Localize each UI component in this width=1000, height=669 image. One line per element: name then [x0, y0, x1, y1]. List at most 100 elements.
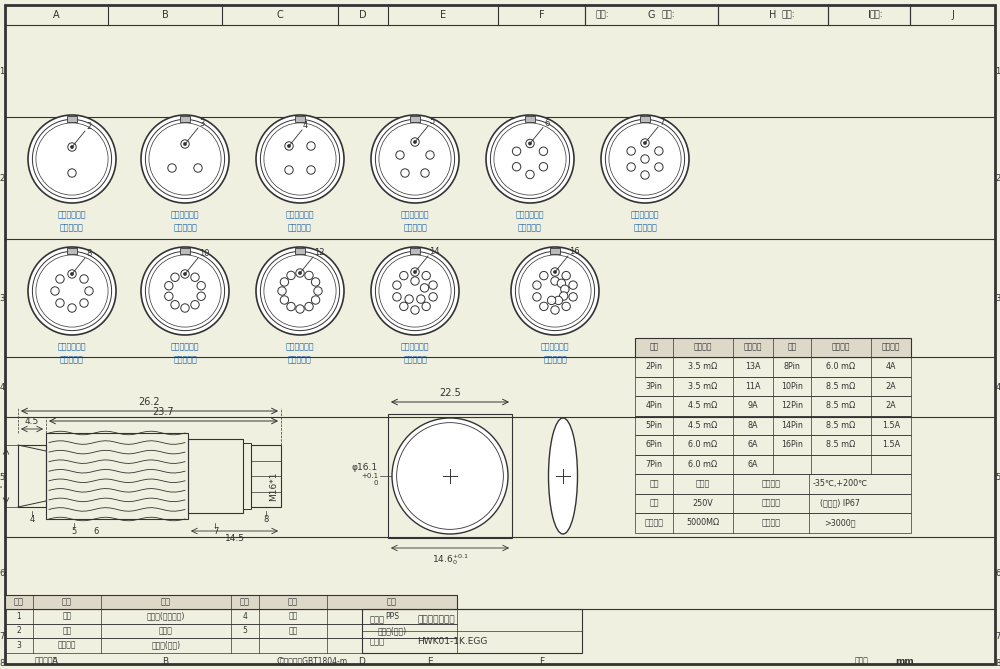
- Circle shape: [539, 147, 548, 155]
- Text: 不锈锂: 不锈锂: [159, 626, 173, 636]
- Circle shape: [197, 292, 205, 300]
- Text: φ19.8: φ19.8: [0, 463, 3, 489]
- Circle shape: [287, 144, 291, 148]
- Circle shape: [539, 163, 548, 171]
- Circle shape: [554, 296, 563, 304]
- Text: 插座: 插座: [62, 611, 72, 621]
- Text: D: D: [359, 656, 365, 666]
- Circle shape: [627, 147, 635, 155]
- Circle shape: [278, 287, 286, 295]
- Text: 4: 4: [29, 515, 35, 524]
- Circle shape: [183, 142, 187, 146]
- Circle shape: [80, 299, 88, 307]
- Text: 名称: 名称: [288, 597, 298, 606]
- Text: 8.5 mΩ: 8.5 mΩ: [826, 401, 856, 410]
- Text: 针孔: 针孔: [288, 626, 298, 636]
- Text: 1: 1: [995, 66, 1000, 76]
- Text: C: C: [277, 10, 283, 20]
- Text: 接触电阴: 接触电阴: [694, 343, 712, 352]
- Bar: [388, 414, 512, 538]
- Text: 7: 7: [995, 632, 1000, 641]
- Circle shape: [562, 272, 570, 280]
- Text: D: D: [359, 10, 367, 20]
- Circle shape: [526, 171, 534, 179]
- Text: 6: 6: [544, 118, 549, 128]
- Bar: [5, 595, 457, 609]
- Circle shape: [68, 142, 76, 151]
- Text: 焊接排序图: 焊接排序图: [173, 223, 197, 232]
- Text: 名称：: 名称：: [370, 615, 385, 624]
- Circle shape: [627, 163, 635, 171]
- Text: 10: 10: [199, 249, 210, 258]
- Text: 焊接排序图: 焊接排序图: [60, 355, 84, 364]
- Circle shape: [311, 296, 320, 304]
- Text: 焊接排序图: 焊接排序图: [403, 355, 427, 364]
- Text: 4Pin: 4Pin: [646, 401, 662, 410]
- Circle shape: [561, 285, 569, 294]
- Circle shape: [396, 151, 404, 159]
- Ellipse shape: [256, 115, 344, 203]
- Bar: [635, 435, 911, 454]
- Text: 14Pin: 14Pin: [781, 421, 803, 429]
- Bar: [67, 116, 77, 122]
- Bar: [640, 116, 650, 122]
- Text: 3: 3: [995, 294, 1000, 302]
- Circle shape: [551, 268, 559, 276]
- Bar: [635, 454, 911, 474]
- Text: 胶芯: 胶芯: [288, 611, 298, 621]
- Text: 6.0 mΩ: 6.0 mΩ: [826, 362, 856, 371]
- Text: 垂片: 垂片: [62, 626, 72, 636]
- Text: 5: 5: [429, 117, 434, 126]
- Bar: [410, 116, 420, 122]
- Text: 14.5: 14.5: [224, 534, 244, 543]
- Bar: [243, 443, 251, 509]
- Bar: [5, 638, 457, 652]
- Bar: [46, 433, 188, 519]
- Text: 7Pin: 7Pin: [646, 460, 662, 469]
- Text: 未正公差：: 未正公差：: [35, 656, 58, 666]
- Text: G: G: [648, 10, 655, 20]
- Circle shape: [70, 145, 74, 149]
- Circle shape: [429, 292, 437, 301]
- Circle shape: [540, 302, 548, 310]
- Text: 插拔次数: 插拔次数: [762, 518, 780, 527]
- Text: 250V: 250V: [693, 499, 713, 508]
- Text: 2: 2: [0, 173, 5, 183]
- Circle shape: [165, 282, 173, 290]
- Text: E: E: [440, 10, 446, 20]
- Text: 9A: 9A: [748, 401, 758, 410]
- Circle shape: [68, 270, 76, 278]
- Text: 序号: 序号: [14, 597, 24, 606]
- Text: 6: 6: [995, 569, 1000, 577]
- Circle shape: [393, 292, 401, 301]
- Text: 3: 3: [199, 119, 204, 128]
- Circle shape: [311, 278, 320, 286]
- Circle shape: [413, 140, 417, 144]
- Text: 接触电阴: 接触电阴: [832, 343, 850, 352]
- Circle shape: [280, 296, 289, 304]
- Text: HWK01-1K.EGG: HWK01-1K.EGG: [417, 638, 487, 646]
- Circle shape: [420, 284, 429, 292]
- Circle shape: [181, 304, 189, 312]
- Bar: [635, 337, 911, 357]
- Text: 4A: 4A: [886, 362, 896, 371]
- Text: 7: 7: [0, 632, 5, 641]
- Text: 参考标准：GBT1804-m: 参考标准：GBT1804-m: [280, 656, 348, 666]
- Text: 描述:: 描述:: [662, 11, 676, 19]
- Text: 焊接排序图: 焊接排序图: [633, 223, 657, 232]
- Text: F: F: [539, 10, 544, 20]
- Circle shape: [171, 300, 179, 309]
- Circle shape: [551, 306, 559, 314]
- Text: 4: 4: [0, 383, 5, 391]
- Text: 铜合金(镀金): 铜合金(镀金): [377, 626, 407, 636]
- Circle shape: [557, 279, 566, 288]
- Ellipse shape: [511, 247, 599, 335]
- Text: C: C: [277, 656, 283, 666]
- Circle shape: [641, 155, 649, 163]
- Circle shape: [314, 287, 322, 295]
- Bar: [525, 116, 535, 122]
- Circle shape: [641, 138, 649, 147]
- Circle shape: [168, 164, 176, 172]
- Text: +0.1: +0.1: [361, 473, 378, 479]
- Circle shape: [305, 271, 313, 280]
